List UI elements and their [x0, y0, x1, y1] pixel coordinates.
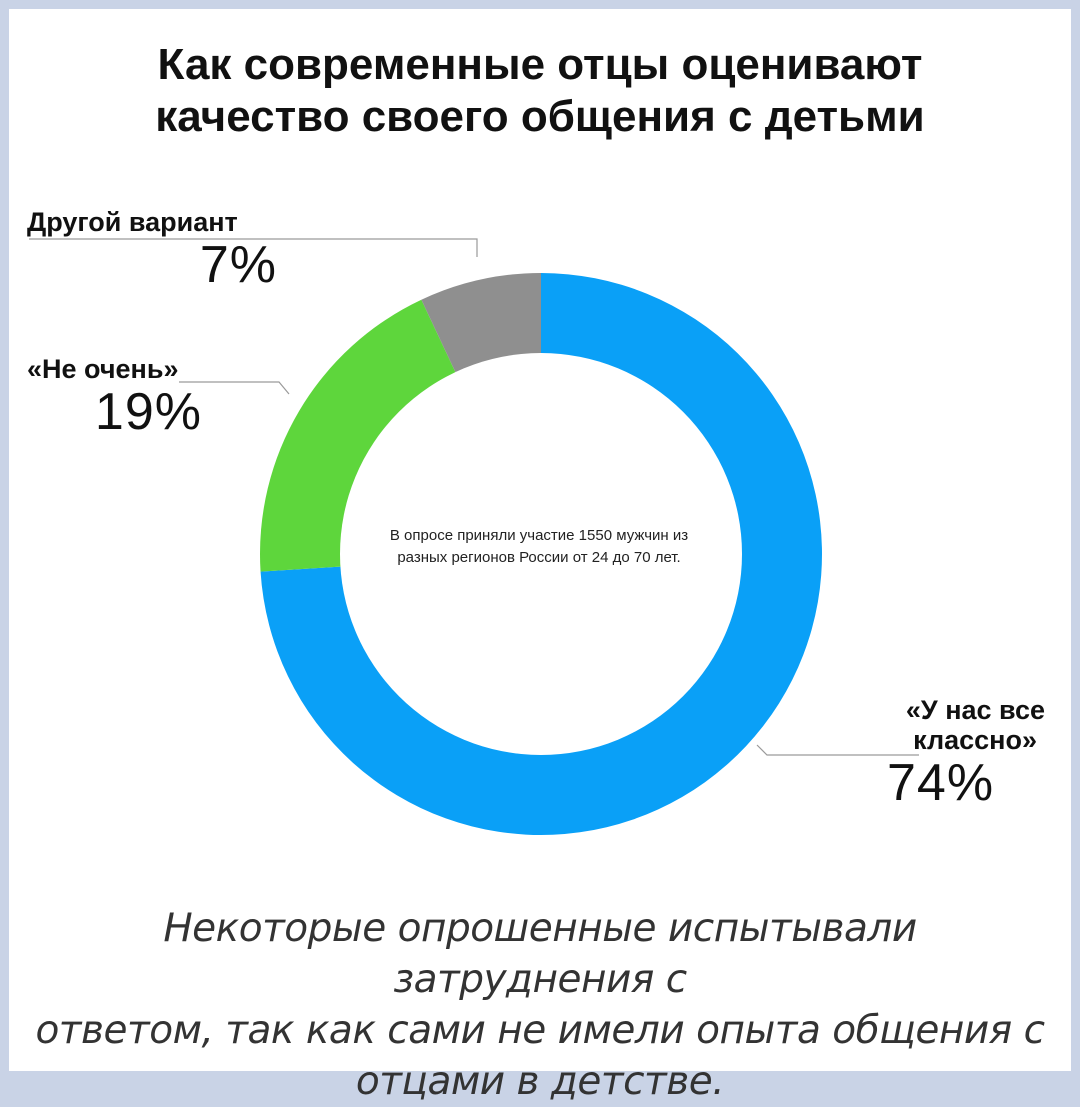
chart-title: Как современные отцы оценивают качество …: [9, 39, 1071, 143]
chart-title-line-1: Как современные отцы оценивают: [157, 40, 923, 89]
leader-line-not-really: [179, 381, 290, 395]
survey-note-line-1: В опросе приняли участие 1550 мужчин из: [389, 527, 689, 544]
label-other: Другой вариант 7%: [27, 207, 277, 293]
label-not-really-pct: 19%: [94, 383, 202, 441]
label-great: «У нас все классно» 74%: [867, 695, 1057, 811]
leader-line-other: [29, 238, 478, 257]
label-great-name-line-2: классно»: [913, 725, 1037, 755]
donut-chart: [29, 238, 919, 836]
leader-line-great: [756, 744, 919, 756]
footnote: Некоторые опрошенные испытывали затрудне…: [29, 903, 1051, 1107]
footnote-line-2: ответом, так как сами не имели опыта общ…: [35, 1008, 1045, 1053]
label-great-name-line-1: «У нас все: [905, 695, 1045, 725]
label-great-pct: 74%: [887, 754, 995, 812]
donut-hole: [340, 353, 742, 755]
label-not-really: «Не очень» 19%: [27, 354, 202, 440]
label-other-name: Другой вариант: [27, 207, 238, 237]
survey-note: В опросе приняли участие 1550 мужчин из …: [339, 525, 739, 569]
label-other-pct: 7%: [199, 236, 277, 294]
label-not-really-name: «Не очень»: [27, 354, 179, 384]
footnote-line-3: отцами в детстве.: [355, 1059, 725, 1104]
survey-note-line-2: разных регионов России от 24 до 70 лет.: [397, 549, 681, 566]
infographic-frame: Как современные отцы оценивают качество …: [9, 9, 1071, 1104]
chart-title-line-2: качество своего общения с детьми: [155, 92, 925, 141]
footnote-line-1: Некоторые опрошенные испытывали затрудне…: [163, 906, 917, 1002]
